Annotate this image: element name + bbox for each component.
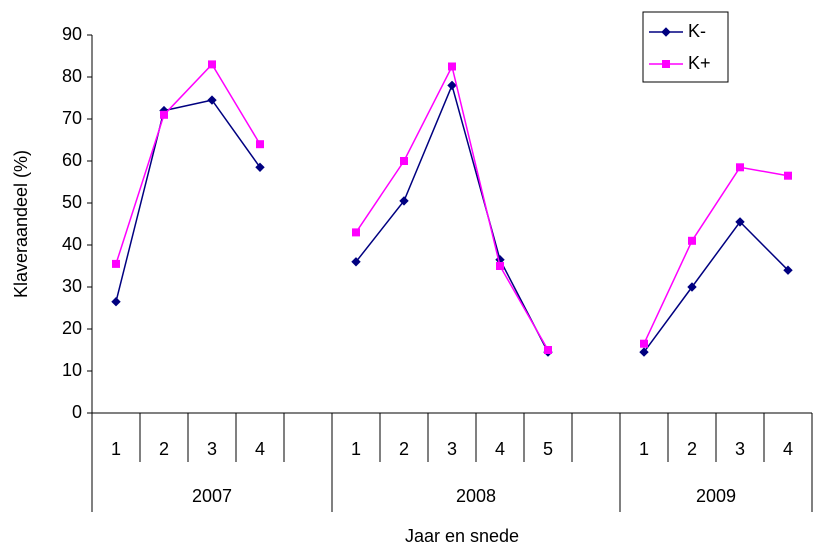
- x-tick-label: 2: [687, 439, 697, 459]
- y-tick-label: 20: [62, 318, 82, 338]
- data-point: [160, 110, 168, 119]
- legend-marker: [662, 60, 670, 68]
- x-tick-label: 3: [207, 439, 217, 459]
- y-tick-label: 10: [62, 360, 82, 380]
- x-tick-label: 1: [351, 439, 361, 459]
- legend-marker: [661, 27, 671, 37]
- data-point: [736, 163, 744, 172]
- x-tick-label: 3: [447, 439, 457, 459]
- y-tick-label: 90: [62, 24, 82, 44]
- data-point: [447, 80, 457, 91]
- group-label: 2008: [456, 486, 496, 506]
- y-tick-label: 40: [62, 234, 82, 254]
- group-label: 2007: [192, 486, 232, 506]
- data-point: [687, 282, 697, 292]
- x-tick-label: 4: [255, 439, 265, 459]
- y-tick-label: 60: [62, 150, 82, 170]
- data-point: [784, 171, 792, 180]
- data-point: [400, 157, 408, 165]
- data-point: [448, 62, 456, 71]
- x-axis-title: Jaar en snede: [405, 526, 519, 546]
- data-point: [208, 60, 216, 69]
- data-point: [112, 259, 120, 268]
- y-tick-label: 80: [62, 66, 82, 86]
- data-point: [111, 296, 121, 307]
- y-tick-label: 0: [72, 402, 82, 422]
- data-point: [688, 236, 696, 245]
- data-point: [783, 265, 793, 275]
- data-point: [351, 257, 361, 267]
- x-tick-label: 1: [111, 439, 121, 459]
- data-point: [207, 95, 217, 105]
- legend-box: [642, 11, 729, 83]
- data-point: [255, 162, 265, 173]
- x-tick-label: 3: [735, 439, 745, 459]
- data-point: [399, 196, 409, 206]
- data-point: [496, 262, 504, 270]
- x-tick-label: 2: [159, 439, 169, 459]
- x-tick-label: 4: [495, 439, 505, 459]
- series-line: [115, 83, 789, 353]
- data-point: [640, 339, 648, 348]
- group-label: 2009: [696, 486, 736, 506]
- x-tick-label: 4: [783, 439, 793, 459]
- data-point: [735, 217, 745, 227]
- data-point: [639, 347, 649, 357]
- y-tick-label: 70: [62, 108, 82, 128]
- legend-label: K-: [688, 21, 706, 41]
- y-tick-label: 30: [62, 276, 82, 296]
- x-tick-label: 1: [639, 439, 649, 459]
- y-axis-title: Klaveraandeel (%): [11, 150, 31, 298]
- legend-label: K+: [688, 53, 711, 73]
- x-tick-label: 2: [399, 439, 409, 459]
- y-tick-label: 50: [62, 192, 82, 212]
- data-point: [256, 140, 264, 149]
- data-point: [544, 346, 552, 354]
- data-point: [352, 228, 360, 237]
- x-tick-label: 5: [543, 439, 553, 459]
